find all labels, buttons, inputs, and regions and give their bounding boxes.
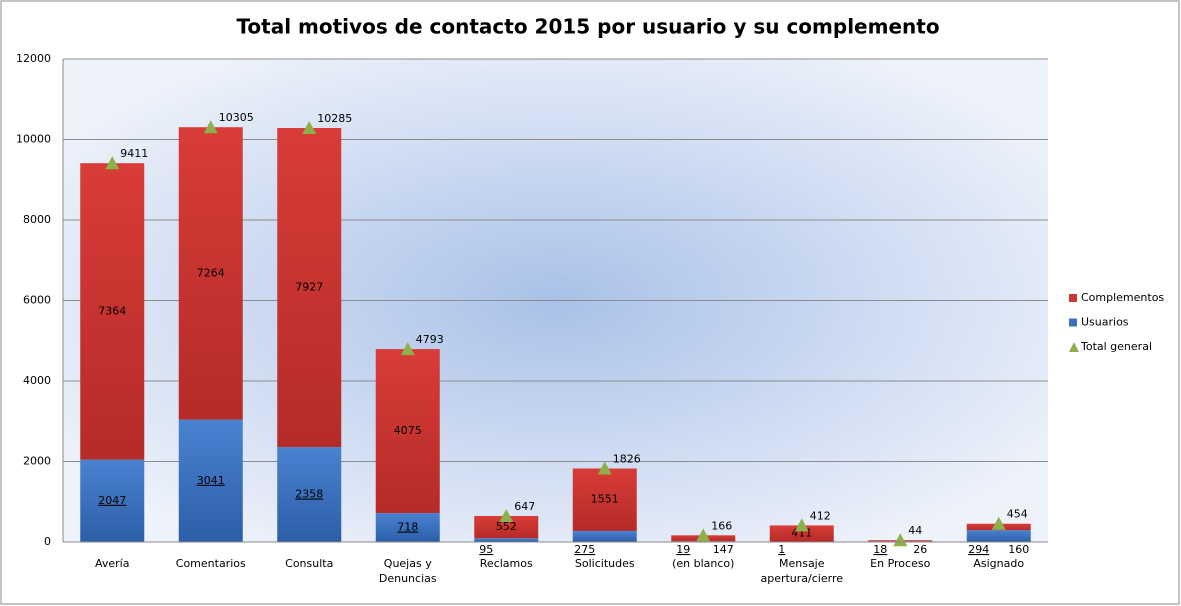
- data-label: 44: [908, 524, 922, 537]
- data-label: 4075: [394, 424, 422, 437]
- bar-segment: [80, 163, 145, 460]
- legend-label: Complementos: [1081, 291, 1164, 304]
- total-marker: [893, 533, 908, 547]
- y-tick-label: 8000: [23, 213, 51, 226]
- x-tick-label: Quejas y Denuncias: [378, 557, 437, 585]
- total-marker: [991, 516, 1006, 530]
- legend-swatch: [1069, 342, 1079, 352]
- data-label: 18: [873, 543, 887, 556]
- data-label: 552: [496, 520, 517, 533]
- total-marker: [794, 518, 809, 532]
- total-marker: [302, 121, 317, 135]
- legend-swatch: [1069, 294, 1077, 302]
- bar-segment: [375, 349, 440, 514]
- y-tick-label: 10000: [16, 133, 51, 146]
- bar-segment: [474, 538, 539, 542]
- data-label: 1826: [613, 453, 641, 466]
- total-marker: [597, 461, 612, 475]
- total-marker: [499, 508, 514, 522]
- y-tick-label: 4000: [23, 374, 51, 387]
- x-tick-label: Comentarios: [175, 557, 246, 570]
- data-label: 4793: [416, 333, 444, 346]
- total-marker: [400, 342, 415, 356]
- data-label: 294: [968, 543, 989, 556]
- y-tick-label: 6000: [23, 294, 51, 307]
- bar-segment: [277, 128, 342, 448]
- bar-segment: [572, 468, 637, 531]
- y-tick-label: 0: [44, 535, 51, 548]
- data-label: 9411: [120, 147, 148, 160]
- bar-segment: [178, 419, 243, 542]
- bar-segment: [277, 447, 342, 542]
- data-label: 2047: [98, 494, 126, 507]
- bar-segment: [375, 513, 440, 542]
- data-label: 10305: [219, 111, 254, 124]
- data-label: 10285: [317, 112, 352, 125]
- x-tick-label: (en blanco): [672, 557, 735, 570]
- x-tick-label: Mensaje apertura/cierre: [760, 557, 844, 585]
- y-tick-label: 2000: [23, 455, 51, 468]
- x-tick-label: Asignado: [973, 557, 1025, 570]
- data-label: 147: [713, 543, 734, 556]
- bar-segment: [474, 515, 539, 539]
- bar-segment: [966, 530, 1031, 542]
- data-label: 166: [711, 519, 732, 532]
- data-label: 1551: [591, 493, 619, 506]
- x-tick-label: En Proceso: [870, 557, 931, 570]
- data-label: 454: [1007, 508, 1028, 521]
- legend-label: Total general: [1080, 340, 1152, 353]
- x-tick-label: Reclamos: [479, 557, 533, 570]
- total-marker: [203, 120, 218, 134]
- data-label: 7364: [98, 304, 126, 317]
- data-label: 95: [479, 543, 493, 556]
- data-label: 2358: [295, 488, 323, 501]
- data-label: 7264: [197, 266, 225, 279]
- data-label: 7927: [295, 281, 323, 294]
- x-tick-label: Consulta: [285, 557, 334, 570]
- bar-segment: [769, 525, 834, 542]
- chart-title: Total motivos de contacto 2015 por usuar…: [236, 15, 939, 39]
- data-label: 718: [397, 521, 418, 534]
- data-label: 412: [810, 509, 831, 522]
- x-tick-label: Solicitudes: [574, 557, 635, 570]
- data-label: 26: [913, 543, 927, 556]
- x-tick-label: Avería: [95, 557, 130, 570]
- bar-segment: [178, 127, 243, 420]
- data-label: 1: [778, 543, 785, 556]
- bar-segment: [572, 530, 637, 542]
- data-label: 647: [514, 500, 535, 513]
- total-marker: [696, 528, 711, 542]
- legend-label: Usuarios: [1081, 316, 1129, 329]
- bar-segment: [80, 459, 145, 542]
- data-label: 19: [676, 543, 690, 556]
- data-label: 160: [1008, 543, 1029, 556]
- data-label: 3041: [197, 474, 225, 487]
- legend-swatch: [1069, 318, 1077, 327]
- y-tick-label: 12000: [16, 52, 51, 65]
- total-marker: [105, 156, 120, 170]
- data-label: 275: [574, 543, 595, 556]
